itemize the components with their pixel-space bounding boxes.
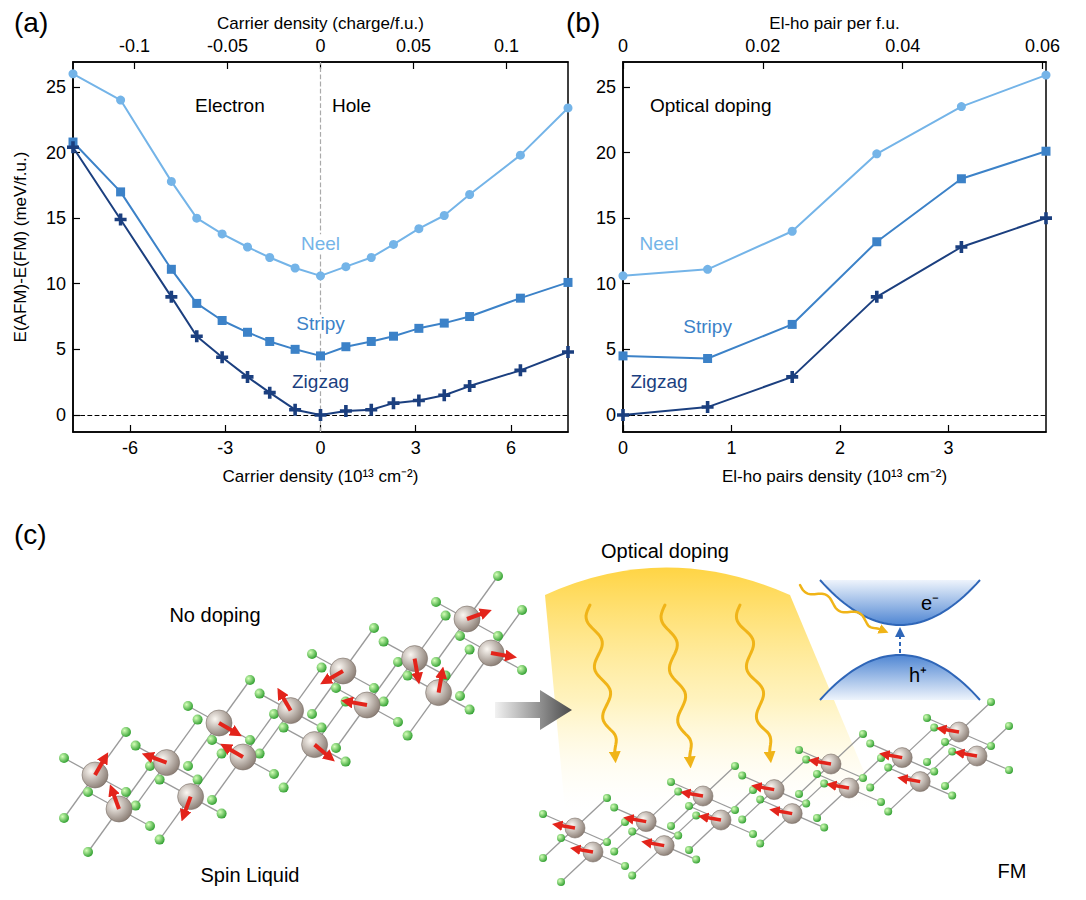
svg-text:Zigzag: Zigzag	[630, 371, 687, 392]
svg-text:5: 5	[606, 339, 616, 359]
svg-text:El-ho pairs density (10¹³ cm⁻²: El-ho pairs density (10¹³ cm⁻²)	[722, 467, 947, 486]
svg-text:Hole: Hole	[332, 95, 371, 116]
svg-text:No doping: No doping	[169, 604, 260, 626]
svg-text:15: 15	[46, 208, 66, 228]
svg-text:0: 0	[618, 438, 628, 458]
svg-text:0.05: 0.05	[396, 36, 431, 56]
svg-text:15: 15	[596, 208, 616, 228]
svg-text:0: 0	[56, 405, 66, 425]
svg-text:(c): (c)	[14, 519, 47, 550]
svg-text:Neel: Neel	[639, 233, 678, 254]
svg-text:10: 10	[596, 274, 616, 294]
svg-text:-0.1: -0.1	[119, 36, 150, 56]
svg-text:(b): (b)	[566, 7, 600, 38]
svg-text:3: 3	[943, 438, 953, 458]
svg-text:0.02: 0.02	[745, 36, 780, 56]
svg-text:E(AFM)-E(FM) (meV/f.u.): E(AFM)-E(FM) (meV/f.u.)	[11, 152, 30, 343]
svg-text:Zigzag: Zigzag	[292, 371, 349, 392]
svg-text:0: 0	[618, 36, 628, 56]
svg-text:-3: -3	[217, 438, 233, 458]
svg-text:5: 5	[56, 339, 66, 359]
svg-text:h⁺: h⁺	[909, 664, 927, 686]
svg-text:e⁻: e⁻	[921, 592, 939, 614]
svg-text:0.06: 0.06	[1025, 36, 1060, 56]
svg-text:Electron: Electron	[195, 95, 265, 116]
svg-text:El-ho pair per f.u.: El-ho pair per f.u.	[769, 14, 899, 33]
svg-text:-6: -6	[122, 438, 138, 458]
svg-text:Optical doping: Optical doping	[601, 540, 729, 562]
svg-text:0: 0	[315, 438, 325, 458]
svg-text:Carrier density (charge/f.u.): Carrier density (charge/f.u.)	[217, 14, 424, 33]
svg-text:20: 20	[596, 143, 616, 163]
svg-text:6: 6	[506, 438, 516, 458]
svg-text:Optical doping: Optical doping	[650, 95, 771, 116]
svg-text:20: 20	[46, 143, 66, 163]
svg-text:10: 10	[46, 274, 66, 294]
svg-text:FM: FM	[998, 860, 1027, 882]
svg-text:2: 2	[835, 438, 845, 458]
svg-text:0.1: 0.1	[494, 36, 519, 56]
svg-text:Neel: Neel	[301, 233, 340, 254]
svg-text:3: 3	[411, 438, 421, 458]
svg-text:0: 0	[315, 36, 325, 56]
svg-text:Spin Liquid: Spin Liquid	[201, 864, 300, 886]
svg-text:25: 25	[596, 77, 616, 97]
svg-text:Stripy: Stripy	[296, 313, 345, 334]
svg-text:25: 25	[46, 77, 66, 97]
svg-text:Carrier density (10¹³ cm⁻²): Carrier density (10¹³ cm⁻²)	[223, 467, 419, 486]
svg-text:Stripy: Stripy	[683, 316, 732, 337]
svg-text:-0.05: -0.05	[207, 36, 248, 56]
svg-text:(a): (a)	[14, 7, 48, 38]
svg-text:0.04: 0.04	[885, 36, 920, 56]
svg-text:0: 0	[606, 405, 616, 425]
svg-text:1: 1	[726, 438, 736, 458]
